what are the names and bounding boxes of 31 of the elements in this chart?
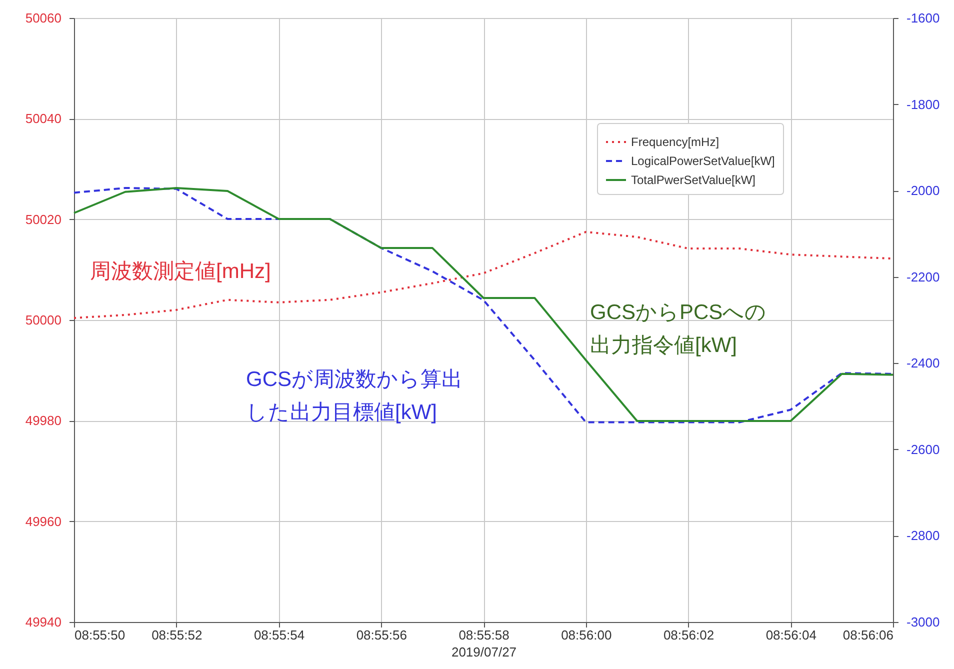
x-tick-label: 08:56:06 (842, 628, 894, 642)
x-tick-label: 08:56:00 (561, 628, 612, 642)
legend-label: TotalPwerSetValue[kW] (631, 173, 756, 187)
y-tick-label: 50040 (25, 111, 62, 126)
y-tick-label: 50060 (25, 10, 62, 26)
annotation: GCSからPCSへの出力指令値[kW] (590, 301, 767, 357)
y-tick-label: 49960 (25, 514, 62, 529)
y-tick-label: 50000 (25, 312, 62, 328)
y2-tick-label: -2400 (906, 356, 940, 371)
x-axis-title: 2019/07/27 (451, 644, 517, 660)
y-tick-label: 49940 (25, 614, 62, 630)
y2-tick-label: -2200 (906, 269, 940, 284)
annotation: 周波数測定値[mHz] (90, 260, 271, 283)
x-tick-label: 08:56:02 (663, 628, 714, 642)
x-tick-label: 08:55:54 (254, 628, 305, 642)
y2-tick-label: -2800 (906, 528, 940, 544)
y2-tick-label: -2600 (906, 442, 940, 457)
y2-tick-label: -2000 (906, 183, 940, 198)
legend-label: Frequency[mHz] (631, 135, 720, 149)
y-tick-label: 50020 (25, 212, 62, 227)
annotation: GCSが周波数から算出した出力目標値[kW] (246, 368, 463, 424)
x-tick-label: 08:56:04 (766, 628, 816, 642)
y2-tick-label: -3000 (906, 614, 940, 630)
legend-label: LogicalPowerSetValue[kW] (631, 154, 775, 168)
x-tick-label: 08:55:58 (458, 628, 510, 642)
y2-tick-label: -1600 (906, 10, 940, 26)
y2-tick-label: -1800 (906, 96, 940, 112)
x-tick-label: 08:55:50 (74, 628, 126, 642)
x-tick-label: 08:55:56 (356, 628, 407, 642)
y-tick-label: 49980 (25, 413, 62, 428)
x-tick-label: 08:55:52 (152, 628, 202, 642)
